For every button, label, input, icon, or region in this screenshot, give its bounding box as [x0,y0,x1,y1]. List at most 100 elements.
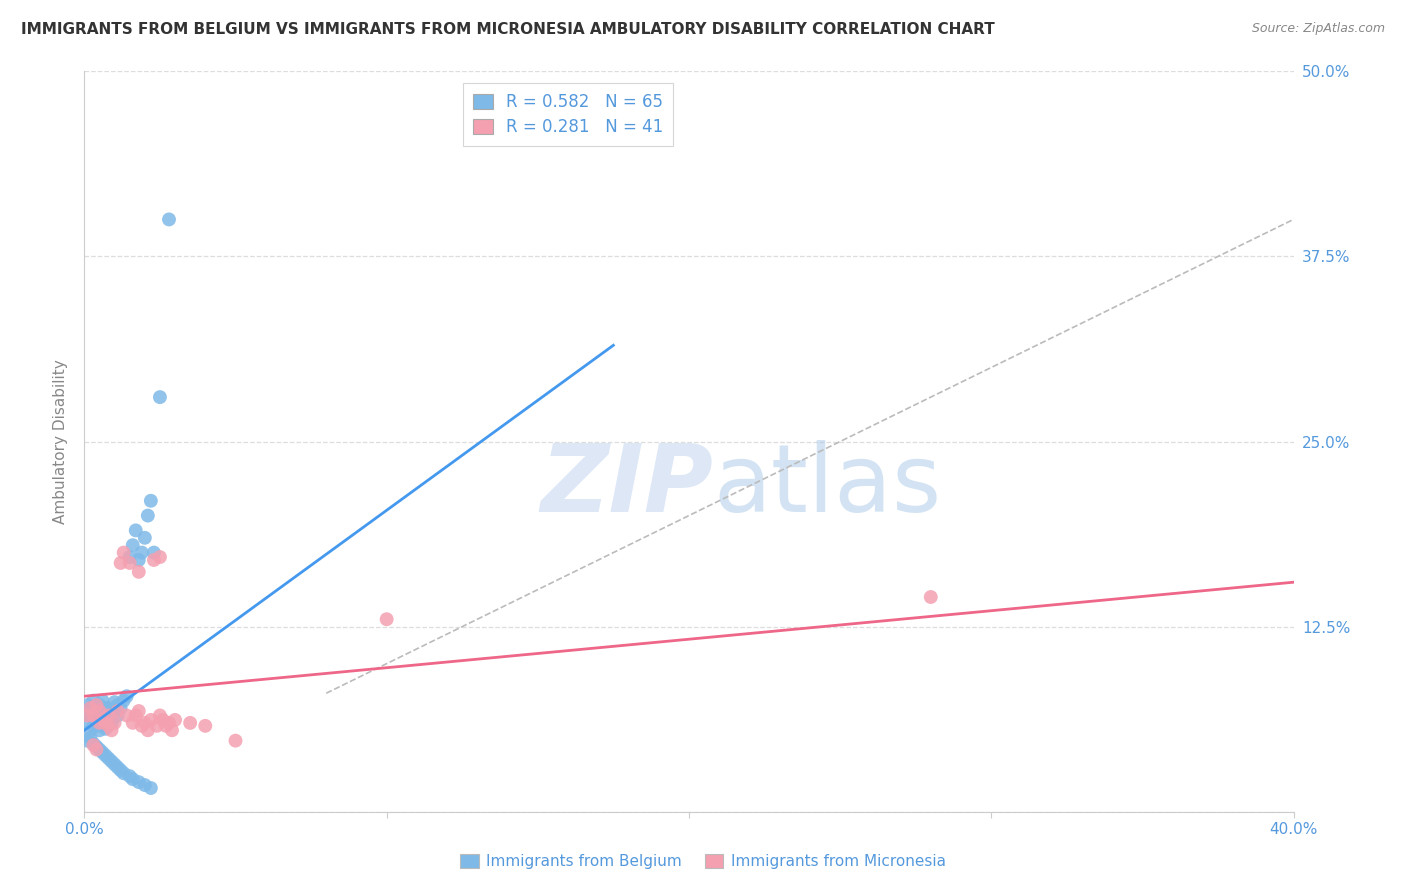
Point [100,715,122,730]
Point [112,546,135,560]
Point [136,723,159,738]
Point [157,715,180,730]
Point [104,704,127,718]
Point [97,719,120,733]
Point [86,698,108,712]
Point [128,553,150,567]
Point [179,715,201,730]
Point [115,708,138,723]
Point [79,708,101,723]
Point [110,764,132,778]
Point [82,738,104,752]
Point [152,713,174,727]
Point [136,508,159,523]
Point [149,708,172,723]
Point [112,694,135,708]
Point [134,531,156,545]
Text: Source: ZipAtlas.com: Source: ZipAtlas.com [1251,22,1385,36]
Point [100,755,122,769]
Point [97,708,120,723]
Point [91,746,114,760]
Point [76,708,98,723]
Point [89,704,111,718]
Point [118,556,141,570]
Point [225,733,247,747]
Point [110,556,132,570]
Point [82,694,104,708]
Point [139,780,162,795]
Point [76,698,98,712]
Text: IMMIGRANTS FROM BELGIUM VS IMMIGRANTS FROM MICRONESIA AMBULATORY DISABILITY CORR: IMMIGRANTS FROM BELGIUM VS IMMIGRANTS FR… [21,22,995,37]
Point [139,713,162,727]
Point [115,690,138,704]
Point [89,698,111,712]
Point [128,704,150,718]
Point [128,565,150,579]
Point [76,715,98,730]
Point [146,719,169,733]
Point [89,742,111,756]
Y-axis label: Ambulatory Disability: Ambulatory Disability [53,359,69,524]
Text: atlas: atlas [713,440,942,532]
Point [112,766,135,780]
Point [89,723,111,738]
Point [86,713,108,727]
Point [104,695,127,709]
Point [79,731,101,745]
Point [89,706,111,721]
Point [121,538,143,552]
Point [76,733,98,747]
Point [118,549,141,564]
Point [107,760,129,774]
Point [100,723,122,738]
Point [94,715,117,730]
Point [86,742,108,756]
Point [104,715,127,730]
Point [194,719,217,733]
Point [91,694,114,708]
Point [160,723,183,738]
Point [94,713,117,727]
Point [97,701,120,715]
Point [131,719,153,733]
Point [97,751,120,765]
Point [82,701,104,715]
Point [94,701,117,715]
Point [142,553,165,567]
Point [86,698,108,712]
Point [91,704,114,718]
Text: ZIP: ZIP [540,440,713,532]
Point [155,719,177,733]
Point [91,719,114,733]
Point [107,708,129,723]
Point [157,212,180,227]
Point [91,713,114,727]
Point [86,719,108,733]
Point [110,701,132,715]
Point [100,706,122,721]
Point [121,715,143,730]
Point [139,493,162,508]
Point [79,701,101,715]
Point [131,546,153,560]
Point [89,715,111,730]
Point [121,772,143,786]
Point [82,710,104,724]
Point [86,704,108,718]
Point [107,698,129,712]
Point [89,715,111,730]
Point [142,546,165,560]
Point [920,590,942,604]
Point [107,704,129,718]
Point [165,713,187,727]
Point [128,775,150,789]
Point [94,748,117,763]
Point [79,701,101,715]
Point [134,778,156,792]
Point [125,524,148,538]
Point [149,390,172,404]
Point [375,612,398,626]
Point [125,708,148,723]
Point [76,704,98,718]
Point [149,549,172,564]
